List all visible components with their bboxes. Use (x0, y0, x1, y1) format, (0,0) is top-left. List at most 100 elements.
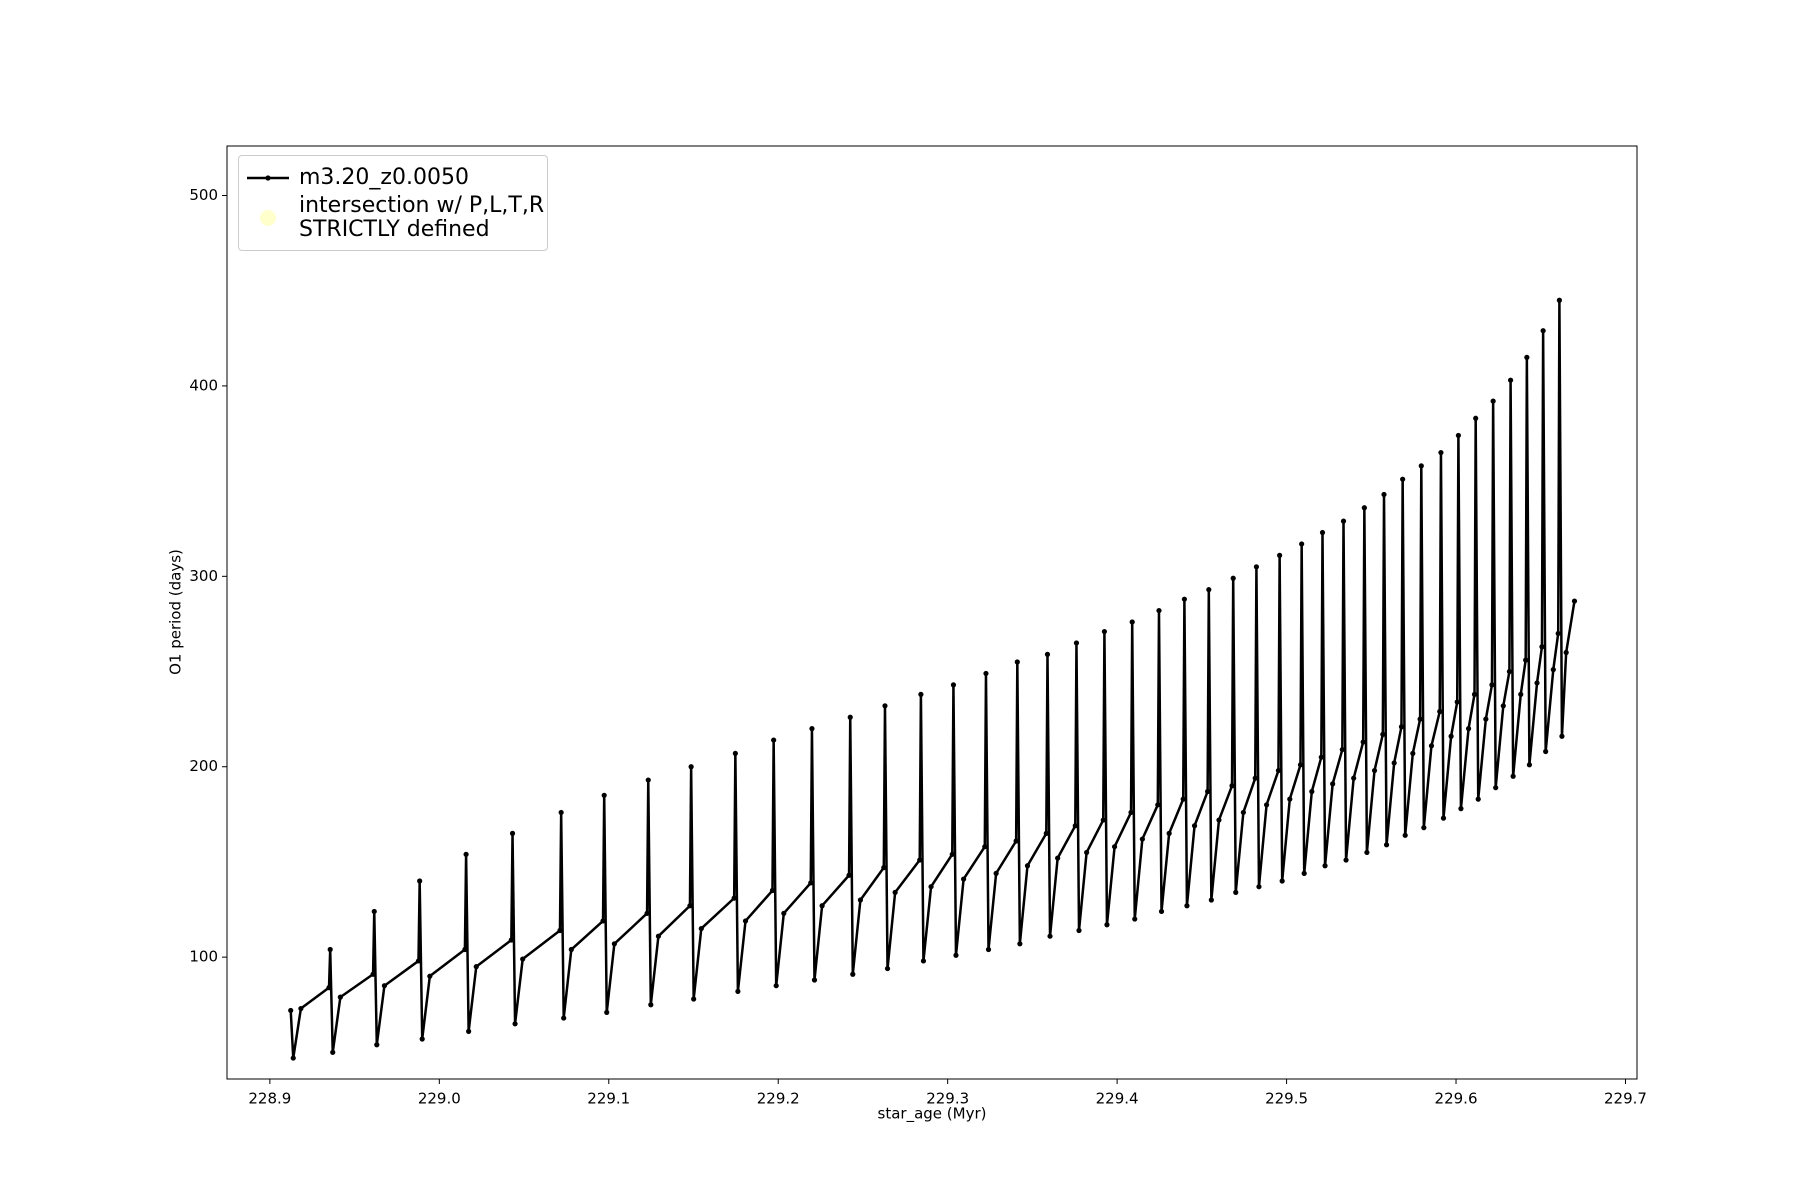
data-point (1104, 922, 1110, 928)
x-tick-label: 229.3 (926, 1090, 969, 1108)
data-point (771, 737, 777, 743)
data-point (808, 880, 814, 886)
data-point (1111, 844, 1118, 850)
data-point (1417, 716, 1423, 722)
data-point (1448, 733, 1454, 739)
data-point (1024, 863, 1031, 869)
data-point (290, 1055, 296, 1061)
axes-frame (226, 145, 1638, 1080)
data-point (1309, 788, 1315, 795)
data-point (1410, 750, 1416, 757)
data-point (644, 910, 650, 916)
data-point (1043, 830, 1049, 836)
data-point (1428, 743, 1435, 749)
data-point (1556, 297, 1562, 303)
data-point (288, 1007, 294, 1014)
data-point (1233, 889, 1239, 896)
data-point (1072, 823, 1078, 829)
data-point (509, 830, 516, 836)
data-point (1275, 767, 1282, 774)
data-point (1128, 809, 1134, 816)
data-point (1252, 775, 1258, 781)
y-tick-label: 400 (189, 376, 218, 394)
data-point (463, 851, 469, 857)
data-point (1381, 491, 1387, 498)
data-point (698, 925, 704, 932)
data-point (1230, 575, 1236, 581)
data-point (1455, 432, 1461, 439)
data-point (846, 872, 852, 878)
data-point (1229, 783, 1235, 789)
data-point (781, 910, 787, 916)
x-tick-label: 229.5 (1265, 1090, 1308, 1108)
data-point (1364, 849, 1370, 856)
data-point (520, 956, 526, 962)
data-point (568, 946, 574, 953)
data-point (1563, 649, 1569, 656)
data-point (462, 946, 468, 953)
series-line (289, 298, 1576, 1060)
data-point (850, 971, 856, 977)
data-point (961, 876, 967, 882)
data-point (1518, 691, 1524, 697)
data-point (1402, 832, 1408, 838)
data-point (732, 750, 738, 757)
data-point (809, 726, 815, 732)
data-point (508, 937, 514, 943)
data-point (600, 918, 606, 924)
data-point (881, 865, 887, 871)
data-point (1318, 754, 1324, 760)
data-point (1330, 781, 1336, 787)
data-point (1208, 897, 1214, 903)
data-point (1391, 760, 1397, 766)
data-point (1100, 817, 1106, 823)
data-point (950, 682, 957, 688)
data-point (415, 958, 422, 964)
data-point (1253, 564, 1260, 570)
data-point (337, 994, 343, 1000)
y-tick-label: 100 (189, 948, 218, 966)
data-point (1044, 651, 1051, 657)
data-point (1550, 667, 1556, 673)
data-point (466, 1028, 472, 1034)
data-point (1471, 691, 1478, 697)
data-point (427, 973, 433, 979)
legend-key (260, 210, 276, 226)
data-point (735, 988, 741, 995)
data-point (327, 946, 333, 953)
data-point (1277, 552, 1283, 558)
y-tick-label: 500 (189, 186, 218, 204)
legend-marker (265, 175, 271, 181)
data-point (1483, 716, 1489, 722)
data-point (558, 809, 564, 816)
y-tick-label: 300 (189, 567, 218, 585)
data-point (1299, 541, 1305, 547)
x-tick-label: 228.9 (248, 1090, 291, 1108)
data-point (1340, 518, 1347, 524)
data-point (1279, 878, 1285, 884)
data-point (1256, 884, 1262, 890)
data-point (1523, 657, 1529, 663)
data-point (982, 844, 988, 850)
data-point (330, 1049, 336, 1055)
data-point (371, 908, 377, 915)
legend: m3.20_z0.0050 intersection w/ P,L,T,R STR… (238, 155, 548, 251)
data-point (298, 1005, 304, 1012)
data-point (1263, 802, 1270, 808)
plot-area (288, 297, 1578, 1061)
legend-marker (260, 210, 276, 226)
data-point (1454, 699, 1460, 705)
legend-entry: m3.20_z0.0050 (239, 164, 547, 192)
data-point (1360, 739, 1366, 745)
data-point (512, 1021, 518, 1027)
legend-entry: intersection w/ P,L,T,R STRICTLY defined (239, 194, 547, 242)
data-point (1559, 733, 1565, 739)
data-point (1191, 823, 1198, 829)
data-point (892, 889, 898, 896)
data-point (1184, 903, 1190, 909)
data-point (1055, 855, 1061, 861)
data-point (1047, 933, 1053, 939)
data-point (1398, 724, 1405, 730)
data-point (1322, 863, 1328, 869)
data-point (1319, 529, 1326, 536)
